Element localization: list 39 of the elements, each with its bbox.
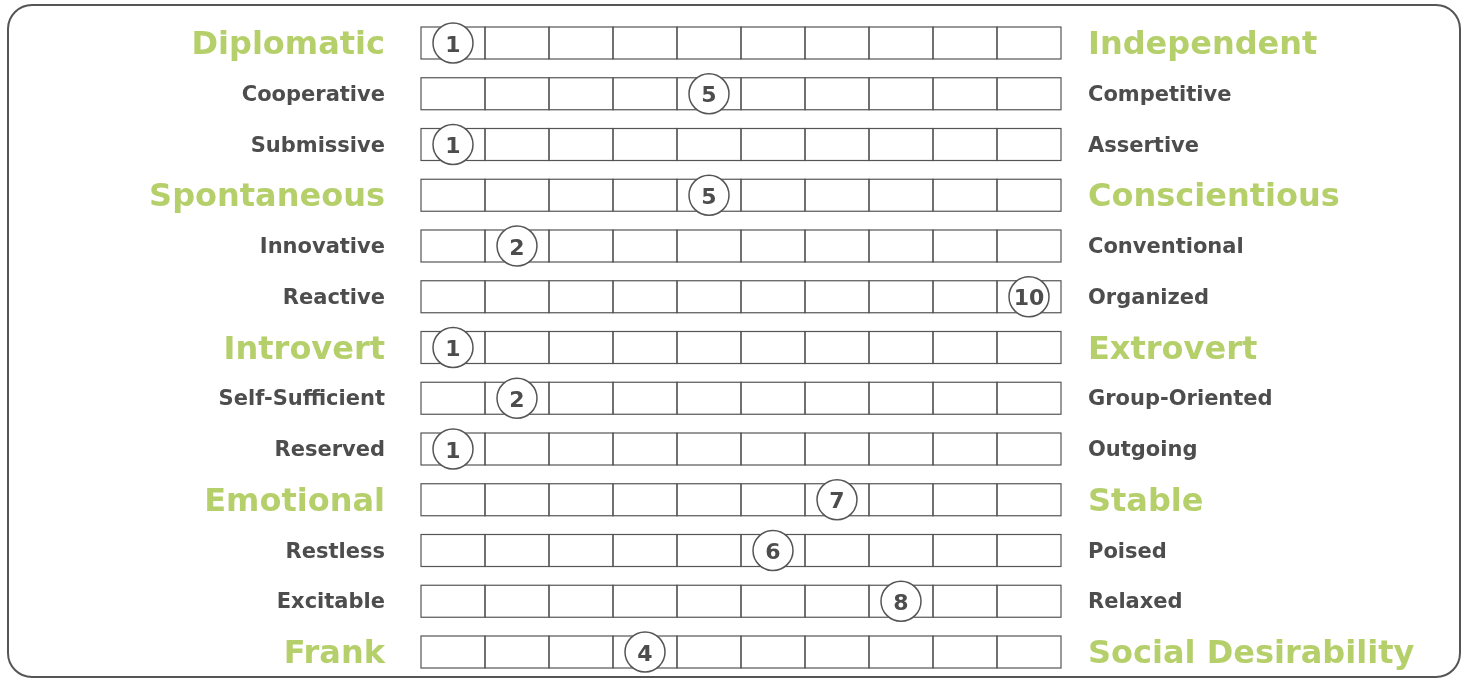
data-label: 1: [445, 437, 461, 463]
category-label: Stable: [1088, 480, 1204, 519]
data-label: 4: [637, 640, 653, 666]
data-label: 2: [509, 386, 525, 412]
category-label: Excitable: [276, 589, 385, 614]
category-label: Conventional: [1088, 234, 1244, 258]
category-label: Emotional: [204, 480, 385, 519]
data-label: 1: [445, 336, 461, 361]
category-label: Organized: [1088, 284, 1210, 309]
data-label: 1: [445, 133, 461, 158]
category-label: Reserved: [274, 437, 385, 461]
data-label: 2: [509, 234, 525, 260]
category-label: Extrovert: [1088, 328, 1258, 367]
data-label: 5: [701, 82, 717, 108]
category-label: Cooperative: [241, 81, 385, 106]
category-label: Social Desirability: [1088, 633, 1415, 671]
category-label: Independent: [1088, 24, 1318, 62]
category-label: Innovative: [259, 234, 385, 258]
category-label: Restless: [285, 538, 385, 563]
category-label: Diplomatic: [191, 24, 385, 62]
category-label: Competitive: [1088, 81, 1232, 106]
category-label: Introvert: [223, 328, 385, 367]
category-label: Outgoing: [1088, 437, 1198, 461]
category-label: Conscientious: [1088, 176, 1340, 215]
data-label: 8: [893, 589, 909, 615]
data-label: 6: [765, 539, 781, 564]
category-label: Submissive: [250, 132, 385, 157]
category-label: Relaxed: [1088, 589, 1183, 614]
category-label: Spontaneous: [149, 176, 385, 215]
data-label: 5: [701, 183, 717, 209]
category-label: Poised: [1088, 538, 1167, 563]
category-label: Group-Oriented: [1088, 386, 1273, 411]
category-label: Self-Sufficient: [218, 386, 385, 411]
category-label: Assertive: [1088, 132, 1200, 157]
data-label: 7: [829, 488, 845, 514]
data-label: 1: [445, 31, 461, 57]
data-label: 10: [1013, 285, 1045, 311]
category-label: Reactive: [282, 284, 385, 309]
category-label: Frank: [283, 633, 386, 671]
